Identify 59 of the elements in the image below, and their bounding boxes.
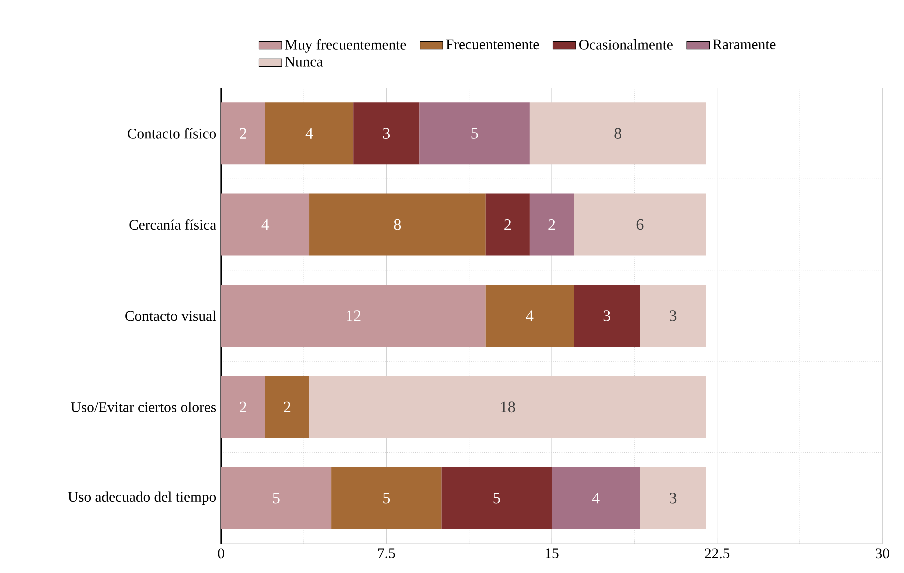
bar: [530, 102, 706, 164]
data-label: 4: [592, 492, 600, 504]
legend-label: Raramente: [713, 40, 776, 50]
x-tick-label: 0: [218, 548, 224, 558]
bar: [486, 284, 574, 347]
bar: [574, 284, 640, 347]
data-label: 3: [383, 128, 390, 139]
data-label: 4: [526, 310, 534, 322]
bar: [420, 102, 530, 164]
bar: [221, 102, 266, 164]
bar: [221, 194, 310, 256]
data-label: 4: [262, 219, 270, 230]
bar: [552, 467, 640, 530]
data-label: 18: [501, 402, 516, 412]
data-label: 5: [384, 492, 390, 504]
bar: [574, 194, 706, 256]
legend-label: Muy frecuentemente: [285, 39, 406, 53]
data-label: 8: [614, 128, 622, 139]
data-label: 3: [670, 492, 677, 504]
data-label: 2: [284, 402, 291, 412]
y-tick-label: Uso/Evitar ciertos olores: [71, 402, 216, 412]
y-tick-label: Cercanía física: [130, 219, 216, 230]
data-label: 12: [347, 310, 361, 322]
bar: [640, 284, 706, 347]
data-label: 4: [306, 128, 314, 139]
data-label: 2: [240, 128, 246, 139]
x-tick-label: 22.5: [705, 548, 730, 558]
bar: [640, 467, 706, 530]
x-tick-label: 7.5: [378, 548, 396, 558]
bar: [265, 376, 310, 438]
bar: [221, 376, 266, 438]
y-tick-label: Uso adecuado del tiempo: [68, 492, 216, 505]
bar: [265, 102, 354, 164]
legend-label: Nunca: [285, 56, 324, 67]
bar: [442, 467, 552, 530]
data-label: 2: [548, 219, 556, 230]
data-label: 6: [636, 219, 644, 230]
bar: [310, 376, 706, 438]
bar: [310, 194, 486, 256]
bar: [221, 284, 486, 347]
y-tick-label: Contacto visual: [126, 310, 216, 321]
data-label: 8: [394, 219, 402, 230]
y-tick-label: Contacto físico: [128, 128, 216, 139]
bar: [486, 194, 530, 256]
data-label: 5: [472, 128, 478, 139]
data-label: 3: [604, 310, 610, 322]
x-tick-label: 30: [876, 548, 890, 558]
data-label: 2: [240, 402, 246, 412]
bar: [530, 194, 574, 256]
data-label: 3: [670, 310, 677, 322]
legend-label: Ocasionalmente: [580, 39, 673, 50]
data-label: 5: [273, 492, 280, 504]
data-label: 5: [494, 492, 500, 504]
data-label: 2: [504, 219, 512, 230]
bar: [221, 467, 332, 530]
bar: [354, 102, 420, 164]
legend-label: Frecuentemente: [446, 40, 540, 50]
bar: [332, 467, 442, 530]
x-tick-label: 15: [546, 548, 559, 558]
